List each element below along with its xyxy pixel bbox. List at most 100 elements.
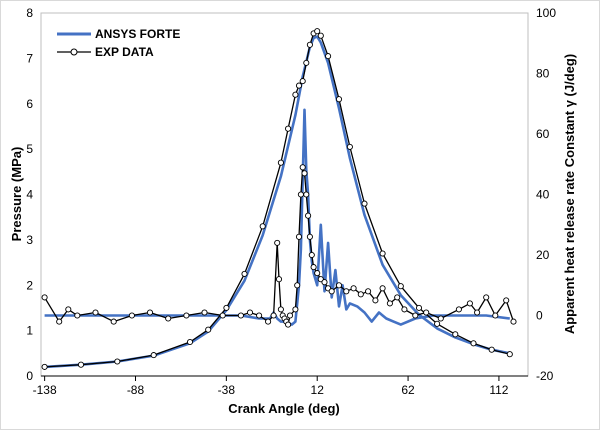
y-left-tick-label: 5 [26, 142, 33, 156]
exp-data-heat-release-marker [275, 276, 283, 283]
exp-data-heat-release-marker [201, 309, 208, 316]
x-tick-label: -88 [127, 383, 145, 397]
exp-data-pressure-marker [415, 304, 423, 311]
exp-data-pressure-marker [41, 363, 48, 370]
exp-data-heat-release-marker [379, 285, 386, 292]
exp-data-heat-release-marker [401, 306, 408, 313]
exp-data-pressure-marker [346, 143, 353, 150]
exp-data-heat-release-marker [510, 318, 517, 325]
exp-data-heat-release-marker [386, 300, 393, 307]
exp-data-pressure-marker [114, 358, 121, 365]
exp-data-heat-release-marker [310, 264, 317, 271]
exp-data-heat-release-marker [274, 239, 281, 246]
x-tick-label: 62 [401, 383, 415, 397]
exp-data-heat-release-marker [65, 306, 72, 313]
exp-data-heat-release-marker [219, 312, 226, 319]
exp-data-heat-release-marker [474, 309, 481, 316]
exp-data-heat-release-marker [350, 285, 357, 292]
exp-data-pressure-marker [292, 91, 299, 98]
exp-data-pressure-marker [285, 125, 292, 132]
y-right-tick-label: -20 [536, 369, 554, 383]
x-tick-label: -38 [218, 383, 236, 397]
y-right-tick-label: 100 [536, 6, 556, 20]
exp-data-heat-release-marker [92, 309, 99, 316]
exp-data-heat-release-line [44, 166, 515, 326]
exp-data-heat-release-marker [128, 312, 135, 319]
x-tick-label: 12 [311, 383, 325, 397]
x-axis-title: Crank Angle (deg) [228, 401, 339, 416]
exp-data-heat-release-marker [455, 306, 462, 313]
exp-data-heat-release-marker [394, 294, 401, 301]
exp-data-pressure-marker [259, 223, 266, 230]
axes-layer: -138 -88 -38 12 62 112012345678-2002040608010… [26, 6, 556, 397]
y-left-tick-label: 4 [26, 188, 33, 202]
exp-data-heat-release-marker [365, 288, 372, 295]
exp-data-pressure-marker [295, 82, 303, 89]
exp-data-pressure-marker [186, 338, 194, 346]
exp-data-pressure-marker [397, 283, 404, 290]
exp-data-pressure-marker [488, 346, 495, 353]
y-left-tick-label: 2 [26, 278, 33, 292]
legend-label-forte: ANSYS FORTE [95, 27, 180, 41]
exp-data-heat-release-marker [503, 297, 510, 304]
exp-data-heat-release-marker [335, 282, 343, 289]
exp-data-heat-release-marker [306, 233, 313, 240]
y-left-tick-label: 6 [26, 97, 33, 111]
exp-data-heat-release-marker [256, 312, 263, 319]
exp-data-heat-release-marker [56, 318, 63, 325]
exp-data-pressure-marker [205, 326, 212, 333]
y-right-tick-label: 60 [536, 127, 550, 141]
exp-data-heat-release-marker [286, 312, 294, 319]
x-tick-label: -138 [33, 383, 57, 397]
exp-data-heat-release-marker [270, 312, 277, 319]
exp-data-heat-release-marker [285, 321, 292, 328]
x-tick-label: 112 [489, 383, 508, 397]
exp-data-heat-release-marker [437, 315, 444, 322]
exp-data-pressure-marker [303, 59, 310, 66]
legend-label-exp: EXP DATA [95, 45, 154, 59]
exp-data-heat-release-marker [246, 309, 254, 316]
exp-data-pressure-marker [277, 159, 284, 166]
exp-data-heat-release-marker [265, 318, 272, 325]
exp-data-pressure-marker [379, 250, 386, 257]
exp-data-pressure-marker [317, 32, 324, 39]
exp-data-pressure-marker [223, 304, 230, 311]
y-left-tick-label: 3 [26, 233, 33, 247]
exp-data-heat-release-marker [237, 312, 244, 319]
exp-data-heat-release-marker [314, 270, 321, 277]
y-left-tick-label: 8 [26, 6, 33, 20]
legend-marker-exp [70, 48, 78, 56]
exp-data-heat-release-marker [343, 288, 350, 295]
y-axis-left-title: Pressure (MPa) [9, 147, 24, 242]
exp-data-heat-release-marker [303, 191, 310, 198]
exp-data-heat-release-marker [372, 297, 379, 304]
y-left-tick-label: 1 [26, 324, 33, 338]
y-right-tick-label: 20 [536, 248, 550, 262]
exp-data-pressure-marker [314, 28, 321, 35]
ansys-forte-pressure-line [44, 35, 511, 369]
exp-data-heat-release-marker [492, 312, 499, 319]
exp-data-pressure-marker [241, 270, 248, 277]
exp-data-pressure-marker [506, 351, 513, 358]
exp-data-heat-release-marker [297, 191, 304, 198]
exp-data-heat-release-marker [165, 315, 172, 322]
exp-data-heat-release-marker [295, 233, 303, 240]
exp-data-heat-release-marker [466, 300, 473, 307]
exp-data-heat-release-marker [183, 312, 190, 319]
exp-data-heat-release-marker [110, 318, 117, 325]
exp-data-pressure-marker [306, 41, 313, 48]
y-right-tick-label: 80 [536, 67, 550, 81]
exp-data-pressure-marker [361, 200, 368, 207]
exp-data-heat-release-marker [483, 294, 490, 301]
exp-data-pressure-marker [299, 78, 306, 85]
exp-data-heat-release-marker [412, 312, 419, 319]
exp-data-heat-release-marker [74, 312, 81, 319]
exp-data-heat-release-marker [292, 306, 299, 313]
y-axis-right-title: Apparent heat release rate Constant γ (J… [562, 54, 577, 334]
exp-data-heat-release-marker [423, 309, 430, 316]
exp-data-heat-release-marker [301, 170, 308, 177]
exp-data-heat-release-marker [357, 291, 364, 298]
y-right-tick-label: 0 [536, 309, 543, 323]
exp-data-heat-release-marker [299, 164, 306, 171]
